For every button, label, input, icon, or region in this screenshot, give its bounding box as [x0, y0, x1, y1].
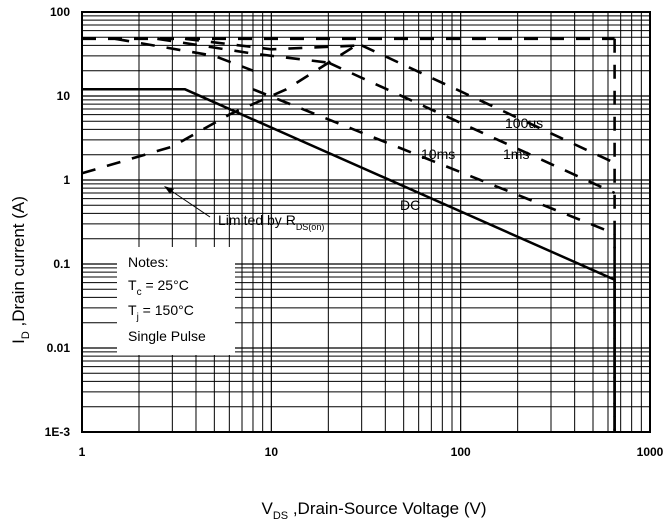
label-dc: DC: [400, 197, 420, 213]
grid-lines: [81, 12, 650, 433]
series-line: [361, 44, 616, 165]
label-limited-by-rdson: Limited by RDS(on): [218, 212, 324, 232]
label-1ms: 1ms: [503, 146, 529, 162]
y-tick-label: 1: [63, 173, 70, 187]
y-tick-label: 0.01: [47, 341, 71, 355]
y-axis-title: ID ,Drain current (A): [9, 196, 32, 344]
label-10ms: 10ms: [421, 146, 455, 162]
series-line: [184, 37, 362, 51]
series-line: [157, 37, 329, 64]
y-tick-labels: 100 10 1 0.1 0.01 1E-3: [45, 5, 71, 439]
notes-box: Notes: Tc = 25°C Tj = 150°C Single Pulse: [117, 247, 235, 355]
y-tick-label: 10: [57, 89, 71, 103]
rdson-arrowhead: [164, 186, 174, 194]
x-tick-label: 100: [451, 445, 471, 459]
series-lines: [81, 37, 616, 432]
notes-background: [117, 247, 235, 355]
series-line: [81, 44, 357, 175]
x-tick-label: 1000: [637, 445, 664, 459]
label-100us: 100us: [505, 115, 543, 131]
x-tick-labels: 1 10 100 1000: [79, 445, 664, 459]
x-tick-label: 1: [79, 445, 86, 459]
plot-frame: [81, 11, 651, 433]
note-tj: Tj = 150°C: [128, 302, 194, 323]
y-tick-label: 0.1: [53, 257, 70, 271]
series-line: [327, 61, 616, 195]
series-line: [115, 37, 254, 72]
x-tick-label: 10: [265, 445, 279, 459]
note-single-pulse: Single Pulse: [128, 328, 206, 344]
series-line: [252, 88, 616, 432]
notes-title: Notes:: [128, 254, 168, 270]
y-tick-label: 1E-3: [45, 425, 71, 439]
note-tc: Tc = 25°C: [128, 277, 189, 298]
rdson-pointer-line: [169, 189, 211, 218]
x-axis-title: VDS ,Drain-Source Voltage (V): [261, 499, 486, 522]
y-tick-label: 100: [50, 5, 70, 19]
